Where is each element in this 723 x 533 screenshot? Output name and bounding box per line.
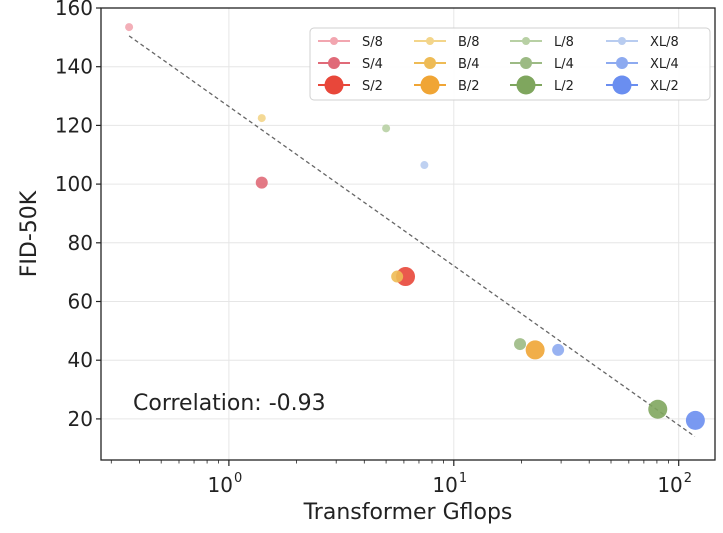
trend-layer bbox=[128, 35, 696, 438]
points-layer bbox=[125, 23, 705, 430]
legend-marker bbox=[330, 37, 338, 45]
legend-item: L/2 bbox=[510, 75, 574, 95]
legend-label: XL/4 bbox=[650, 57, 679, 72]
data-point-l-4 bbox=[514, 338, 527, 351]
legend-label: L/2 bbox=[554, 79, 574, 94]
data-point-xl-8 bbox=[420, 161, 429, 170]
x-tick-label: 101 bbox=[432, 471, 467, 497]
legend-item: S/8 bbox=[318, 35, 383, 50]
legend-marker bbox=[324, 75, 344, 95]
legend-item: B/2 bbox=[414, 75, 480, 95]
legend-marker bbox=[522, 37, 530, 45]
legend-label: S/2 bbox=[362, 79, 383, 94]
data-point-s-8 bbox=[125, 23, 134, 32]
data-point-xl-4 bbox=[552, 343, 565, 356]
legend-item: XL/8 bbox=[606, 35, 679, 50]
trend-line bbox=[128, 35, 696, 438]
legend-item: B/4 bbox=[414, 57, 480, 72]
y-tick-label: 20 bbox=[68, 407, 93, 431]
x-tick-label: 100 bbox=[208, 471, 243, 497]
data-point-l-2 bbox=[648, 399, 668, 419]
y-tick-label: 80 bbox=[68, 231, 93, 255]
data-point-b-4 bbox=[391, 270, 404, 283]
legend-label: L/4 bbox=[554, 57, 574, 72]
legend-marker bbox=[420, 75, 440, 95]
legend-item: S/4 bbox=[318, 57, 383, 72]
legend-item: XL/2 bbox=[606, 75, 679, 95]
legend-marker bbox=[328, 57, 340, 69]
data-point-xl-2 bbox=[685, 410, 705, 430]
y-axis-label: FID-50K bbox=[17, 190, 42, 277]
plot-frame bbox=[100, 7, 716, 461]
y-tick-label: 160 bbox=[55, 0, 93, 20]
legend-marker bbox=[426, 37, 434, 45]
legend-marker bbox=[616, 57, 628, 69]
y-tick-label: 140 bbox=[55, 55, 93, 79]
x-tick-label: 102 bbox=[657, 471, 692, 497]
y-tick-label: 100 bbox=[55, 172, 93, 196]
ticks-layer: 20 40 60 80 100 120 140 160 100 101 102 bbox=[55, 0, 692, 497]
legend-item: L/8 bbox=[510, 35, 574, 50]
legend-item: XL/4 bbox=[606, 57, 679, 72]
data-point-b-2 bbox=[525, 340, 545, 360]
legend-label: XL/8 bbox=[650, 35, 679, 50]
legend-label: B/8 bbox=[458, 35, 480, 50]
legend-label: S/8 bbox=[362, 35, 383, 50]
legend-label: XL/2 bbox=[650, 79, 679, 94]
legend-marker bbox=[424, 57, 436, 69]
legend: S/8 S/4 S/2 B/8 B/4 B/2 L/8 L/4 L/2 XL/8 XL/4 XL/2 bbox=[309, 27, 711, 101]
data-point-l-8 bbox=[382, 124, 391, 133]
legend-label: B/4 bbox=[458, 57, 480, 72]
legend-item: S/2 bbox=[318, 75, 383, 95]
legend-item: B/8 bbox=[414, 35, 480, 50]
y-tick-label: 60 bbox=[68, 290, 93, 314]
legend-marker bbox=[618, 37, 626, 45]
data-point-b-8 bbox=[257, 114, 266, 123]
legend-item: L/4 bbox=[510, 57, 574, 72]
x-axis-label: Transformer Gflops bbox=[303, 500, 513, 525]
data-point-s-4 bbox=[255, 176, 268, 189]
legend-marker bbox=[612, 75, 632, 95]
legend-label: S/4 bbox=[362, 57, 383, 72]
y-tick-label: 40 bbox=[68, 348, 93, 372]
legend-marker bbox=[516, 75, 536, 95]
y-tick-label: 120 bbox=[55, 113, 93, 137]
legend-marker bbox=[520, 57, 532, 69]
legend-label: L/8 bbox=[554, 35, 574, 50]
correlation-annotation: Correlation: -0.93 bbox=[133, 391, 326, 416]
legend-label: B/2 bbox=[458, 79, 480, 94]
